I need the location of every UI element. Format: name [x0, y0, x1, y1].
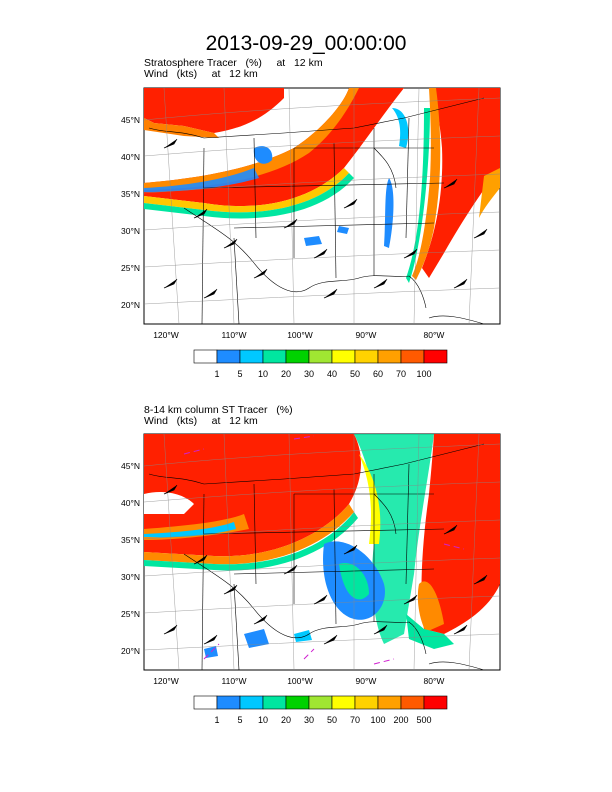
panel1-wind-barbs — [163, 138, 488, 299]
panel2-lat-label: 35°N — [121, 535, 140, 545]
panel2-title-line1: 8-14 km column ST Tracer (%) — [144, 404, 293, 416]
panel1-lat-label: 25°N — [121, 263, 140, 273]
panel2-colorbar-label: 70 — [350, 715, 360, 725]
panel1-lat-label: 20°N — [121, 300, 140, 310]
panel2-lon-label: 100°W — [287, 676, 313, 686]
colorbar-swatch — [193, 349, 218, 364]
panel1-lat-label: 35°N — [121, 189, 140, 199]
panel1-colorbar-label: 20 — [281, 369, 291, 379]
colorbar-swatch — [239, 695, 264, 710]
panel2-lat-label: 40°N — [121, 498, 140, 508]
colorbar-swatch — [354, 349, 379, 364]
panel1-colorbar-label: 40 — [327, 369, 337, 379]
panel1-colorbar-label: 50 — [350, 369, 360, 379]
colorbar-swatch — [400, 349, 425, 364]
panel1-graticule — [143, 87, 501, 325]
panel1-lon-label: 90°W — [356, 330, 377, 340]
panel2-magenta-contour — [183, 435, 465, 665]
panel2-colorbar-label: 200 — [393, 715, 408, 725]
colorbar-swatch — [239, 349, 264, 364]
panel1-tracer-field — [144, 88, 500, 283]
colorbar-swatch — [377, 349, 402, 364]
colorbar-swatch — [423, 695, 448, 710]
panel1-lat-label: 30°N — [121, 226, 140, 236]
panel2-lat-label: 30°N — [121, 572, 140, 582]
panel2-lon-label: 120°W — [153, 676, 179, 686]
panel2-lat-label: 20°N — [121, 646, 140, 656]
panel1-colorbar — [193, 349, 448, 364]
colorbar-swatch — [262, 349, 287, 364]
colorbar-swatch — [193, 695, 218, 710]
panel1-map: 45°N 40°N 35°N 30°N 25°N 20°N 120°W 110°… — [121, 87, 501, 379]
panel2-lat-label: 25°N — [121, 609, 140, 619]
colorbar-swatch — [262, 695, 287, 710]
colorbar-swatch — [423, 349, 448, 364]
panel1-title-line1: Stratosphere Tracer (%) at 12 km — [144, 57, 323, 69]
panel2-colorbar-label: 50 — [327, 715, 337, 725]
colorbar-swatch — [308, 695, 333, 710]
panel2-colorbar-label: 5 — [237, 715, 242, 725]
panel1-colorbar-label: 10 — [258, 369, 268, 379]
panel1-colorbar-label: 30 — [304, 369, 314, 379]
panel2-graticule — [143, 433, 501, 671]
panel1-boundaries — [148, 97, 485, 325]
panel1-lat-label: 40°N — [121, 152, 140, 162]
panel1-lon-label: 110°W — [222, 330, 247, 340]
colorbar-swatch — [377, 695, 402, 710]
panel2-colorbar — [193, 695, 448, 710]
panel2-boundaries — [148, 443, 485, 671]
main-title: 2013-09-29_00:00:00 — [205, 32, 407, 55]
panel2-lon-label: 80°W — [424, 676, 445, 686]
panel2-lon-label: 110°W — [222, 676, 247, 686]
colorbar-swatch — [331, 695, 356, 710]
panel2-colorbar-label: 1 — [214, 715, 219, 725]
panel1-lat-label: 45°N — [121, 115, 140, 125]
panel1-lon-label: 120°W — [153, 330, 179, 340]
colorbar-swatch — [285, 695, 310, 710]
panel1-lon-label: 100°W — [287, 330, 313, 340]
panel2-colorbar-label: 500 — [416, 715, 431, 725]
panel2-lon-label: 90°W — [356, 676, 377, 686]
panel2-map: 45°N 40°N 35°N 30°N 25°N 20°N 120°W 110°… — [121, 433, 501, 725]
panel1-colorbar-label: 70 — [396, 369, 406, 379]
panel1-colorbar-label: 5 — [237, 369, 242, 379]
panel2-colorbar-label: 20 — [281, 715, 291, 725]
panel2-colorbar-label: 10 — [258, 715, 268, 725]
colorbar-swatch — [216, 695, 241, 710]
panel2-colorbar-label: 100 — [370, 715, 385, 725]
colorbar-swatch — [216, 349, 241, 364]
panel1-lon-label: 80°W — [424, 330, 445, 340]
colorbar-swatch — [308, 349, 333, 364]
colorbar-swatch — [285, 349, 310, 364]
panel1-title-line2: Wind (kts) at 12 km — [144, 68, 258, 80]
panel1-colorbar-label: 1 — [214, 369, 219, 379]
panel1-colorbar-label: 100 — [416, 369, 431, 379]
colorbar-swatch — [400, 695, 425, 710]
panel2-wind-barbs — [163, 484, 488, 645]
panel1-colorbar-label: 60 — [373, 369, 383, 379]
colorbar-swatch — [354, 695, 379, 710]
panel2-title-line2: Wind (kts) at 12 km — [144, 415, 258, 427]
panel2-colorbar-label: 30 — [304, 715, 314, 725]
panel2-lat-label: 45°N — [121, 461, 140, 471]
colorbar-swatch — [331, 349, 356, 364]
